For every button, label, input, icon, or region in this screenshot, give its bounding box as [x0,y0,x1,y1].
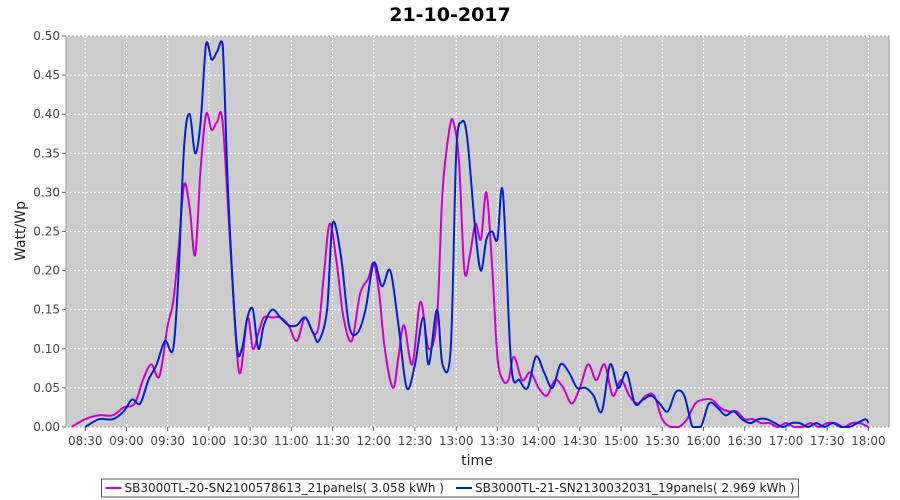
x-tick-label: 11:30 [315,434,350,448]
legend-label: SB3000TL-21-SN2130032031_19panels( 2.969… [475,481,794,495]
y-tick-label: 0.05 [33,381,60,395]
x-tick-label: 13:30 [480,434,515,448]
y-tick-label: 0.25 [33,225,60,239]
x-tick-label: 12:00 [356,434,391,448]
x-tick-label: 13:00 [439,434,474,448]
x-tick-label: 16:30 [727,434,762,448]
x-tick-label: 16:00 [686,434,721,448]
legend-item-2: SB3000TL-21-SN2130032031_19panels( 2.969… [456,481,794,495]
y-tick-label: 0.30 [33,185,60,199]
series-line-2 [84,40,870,428]
y-tick-label: 0.00 [33,420,60,434]
x-tick-label: 08:30 [68,434,103,448]
x-tick-label: 14:00 [521,434,556,448]
x-tick-label: 11:00 [274,434,309,448]
x-tick-label: 18:00 [851,434,886,448]
legend-box [101,478,799,498]
y-tick-label: 0.10 [33,342,60,356]
x-axis-ticks: 08:30 09:00 09:30 10:00 10:30 11:00 11:30 12:00… [68,427,886,448]
x-tick-label: 10:00 [192,434,227,448]
legend-item-1: SB3000TL-20-SN2100578613_21panels( 3.058… [105,481,444,495]
y-tick-label: 0.35 [33,146,60,160]
y-tick-label: 0.50 [33,29,60,43]
y-tick-label: 0.40 [33,107,60,121]
x-tick-label: 15:30 [645,434,680,448]
x-tick-label: 15:00 [604,434,639,448]
x-tick-label: 14:30 [563,434,598,448]
legend: SB3000TL-20-SN2100578613_21panels( 3.058… [101,478,799,498]
y-axis-ticks: 0.00 0.05 0.10 0.15 0.20 0.25 0.30 0.35 0.40 0.45… [33,29,66,434]
x-tick-label: 12:30 [398,434,433,448]
x-tick-label: 09:00 [109,434,144,448]
x-tick-label: 17:30 [810,434,845,448]
x-tick-label: 17:00 [769,434,804,448]
y-tick-label: 0.20 [33,264,60,278]
y-axis-label: Watt/Wp [13,201,29,261]
series-lines [70,40,870,428]
x-tick-label: 10:30 [233,434,268,448]
x-tick-label: 09:30 [150,434,185,448]
legend-label: SB3000TL-20-SN2100578613_21panels( 3.058… [125,481,444,495]
chart-title: 21-10-2017 [389,4,511,26]
x-axis-label: time [461,453,493,469]
y-tick-label: 0.45 [33,68,60,82]
y-tick-label: 0.15 [33,303,60,317]
